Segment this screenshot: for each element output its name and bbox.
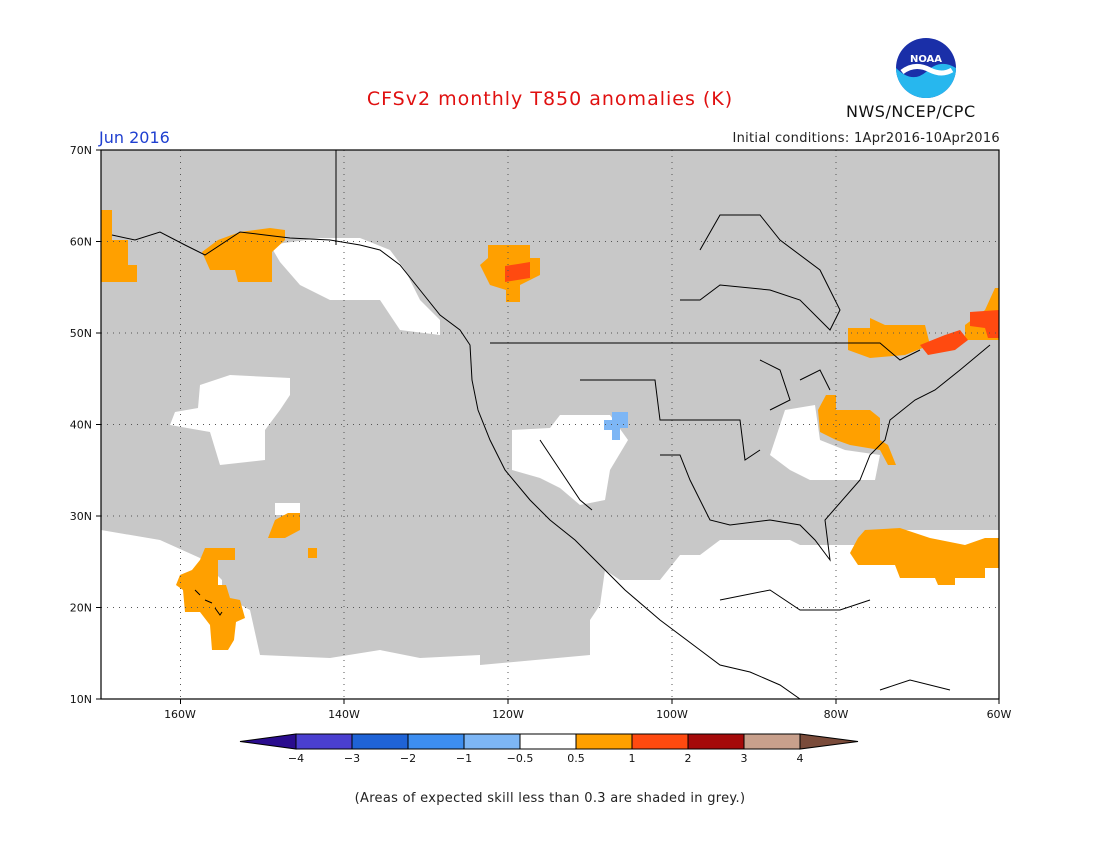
lat-label: 20N	[70, 602, 92, 615]
lat-label: 10N	[70, 693, 92, 706]
colorbar-segment	[743, 733, 801, 750]
near-normal-gulf-of-alaska	[270, 238, 440, 335]
colorbar-tick-label: 4	[797, 752, 804, 765]
near-normal-pacific-patch	[170, 375, 290, 465]
colorbar-tick-label: −4	[288, 752, 304, 765]
lat-label: 40N	[70, 419, 92, 432]
colorbar: −4 −3 −2 −1 −0.5 0.5 1 2 3 4	[239, 733, 859, 765]
lat-label: 70N	[70, 144, 92, 157]
colorbar-segment	[575, 733, 633, 750]
colorbar-tick-label: 0.5	[567, 752, 585, 765]
map-title: CFSv2 monthly T850 anomalies (K)	[366, 88, 734, 110]
colorbar-segment	[463, 733, 521, 750]
lon-label: 160W	[164, 708, 196, 721]
lon-label: 100W	[656, 708, 688, 721]
initial-conditions: Initial conditions: 1Apr2016-10Apr2016	[732, 131, 1000, 146]
lat-label: 60N	[70, 236, 92, 249]
colorbar-tick-label: 2	[685, 752, 692, 765]
colorbar-segment	[631, 733, 689, 750]
colorbar-segment	[407, 733, 465, 750]
near-normal-hawaii-north	[275, 503, 300, 515]
colorbar-arrow-low	[239, 733, 297, 750]
hawaii-islands	[194, 589, 223, 616]
colorbar-segment	[351, 733, 409, 750]
near-normal-southwest	[512, 415, 628, 505]
colorbar-tick-label: −1	[456, 752, 472, 765]
colorbar-tick-label: 3	[741, 752, 748, 765]
lat-label: 30N	[70, 510, 92, 523]
near-normal-east	[770, 405, 880, 480]
colorbar-segment	[687, 733, 745, 750]
valid-month: Jun 2016	[99, 128, 170, 147]
colorbar-segment	[295, 733, 353, 750]
lon-label: 120W	[492, 708, 524, 721]
colorbar-tick-label: −2	[400, 752, 416, 765]
anomaly-field	[101, 150, 999, 699]
lon-label: 80W	[824, 708, 849, 721]
noaa-logo: NOAA	[896, 38, 956, 98]
agency-label: NWS/NCEP/CPC	[846, 102, 976, 121]
lat-ticks	[96, 149, 101, 700]
lon-label: 140W	[328, 708, 360, 721]
colorbar-tick-label: −0.5	[507, 752, 534, 765]
lon-ticks	[180, 699, 1000, 704]
colorbar-arrow-high	[799, 733, 859, 750]
cool-anomaly	[604, 412, 628, 440]
footnote: (Areas of expected skill less than 0.3 a…	[354, 791, 746, 806]
lon-label: 60W	[987, 708, 1012, 721]
colorbar-tick-label: 1	[629, 752, 636, 765]
noaa-logo-text: NOAA	[910, 54, 942, 65]
coastlines	[111, 150, 991, 699]
strong-warm-anomalies	[505, 262, 999, 355]
colorbar-segment	[519, 733, 577, 750]
colorbar-tick-label: −3	[344, 752, 360, 765]
lat-label: 50N	[70, 327, 92, 340]
